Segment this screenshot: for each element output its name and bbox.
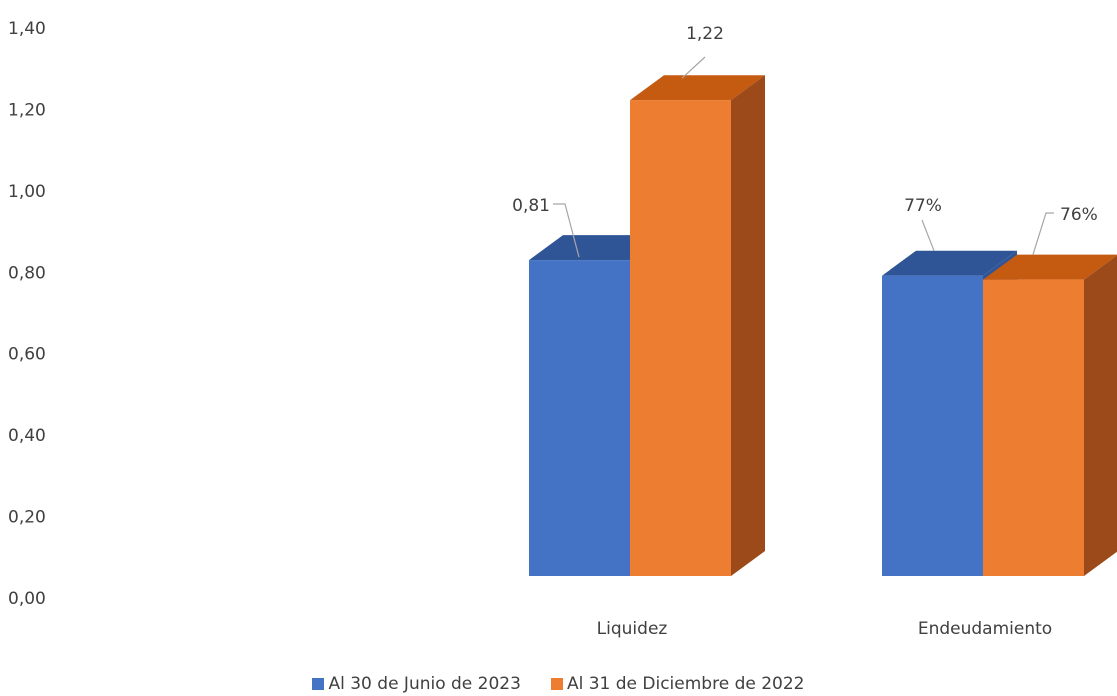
legend-label-series-2: Al 31 de Diciembre de 2022	[566, 674, 805, 694]
bar	[983, 279, 1084, 576]
data-label-leader	[921, 219, 935, 251]
y-tick-label: 1,40	[8, 19, 46, 39]
bar-top-face	[983, 254, 1117, 280]
data-label: 76%	[1060, 205, 1098, 225]
legend-swatch-series-1	[312, 678, 325, 690]
data-label: 0,81	[512, 196, 550, 216]
data-label-leader	[553, 203, 580, 258]
y-tick-label: 0,20	[8, 508, 46, 528]
bar-top-face	[882, 250, 1017, 276]
bar-side-face	[1084, 255, 1117, 576]
y-tick-label: 0,40	[8, 426, 46, 446]
y-tick-label: 1,20	[8, 100, 46, 120]
legend: Al 30 de Junio de 2023 Al 31 de Diciembr…	[0, 674, 1117, 694]
legend-item-series-2: Al 31 de Diciembre de 2022	[550, 674, 805, 694]
category-label: Liquidez	[597, 619, 668, 639]
data-label-leader	[1032, 212, 1054, 255]
y-tick-label: 0,00	[8, 589, 46, 609]
bar	[529, 260, 630, 576]
data-label: 1,22	[686, 24, 724, 44]
y-tick-label: 0,60	[8, 345, 46, 365]
data-label: 77%	[904, 196, 942, 216]
y-tick-label: 0,80	[8, 263, 46, 283]
legend-swatch-series-2	[550, 678, 563, 690]
y-axis: 0,00 0,20 0,40 0,60 0,80 1,00 1,20 1,40	[8, 19, 46, 609]
legend-label-series-1: Al 30 de Junio de 2023	[328, 674, 521, 694]
category-label: Endeudamiento	[918, 619, 1052, 639]
bars	[529, 75, 1117, 576]
bar-top-face	[630, 75, 765, 101]
bar	[630, 100, 731, 576]
legend-item-series-1: Al 30 de Junio de 2023	[312, 674, 521, 694]
y-tick-label: 1,00	[8, 182, 46, 202]
bar	[882, 275, 983, 576]
bar-side-face	[731, 75, 765, 576]
data-label-leader	[681, 56, 706, 79]
data-labels: 0,81 1,22 77% 76%	[512, 24, 1098, 258]
category-axis: Liquidez Endeudamiento	[597, 619, 1053, 639]
